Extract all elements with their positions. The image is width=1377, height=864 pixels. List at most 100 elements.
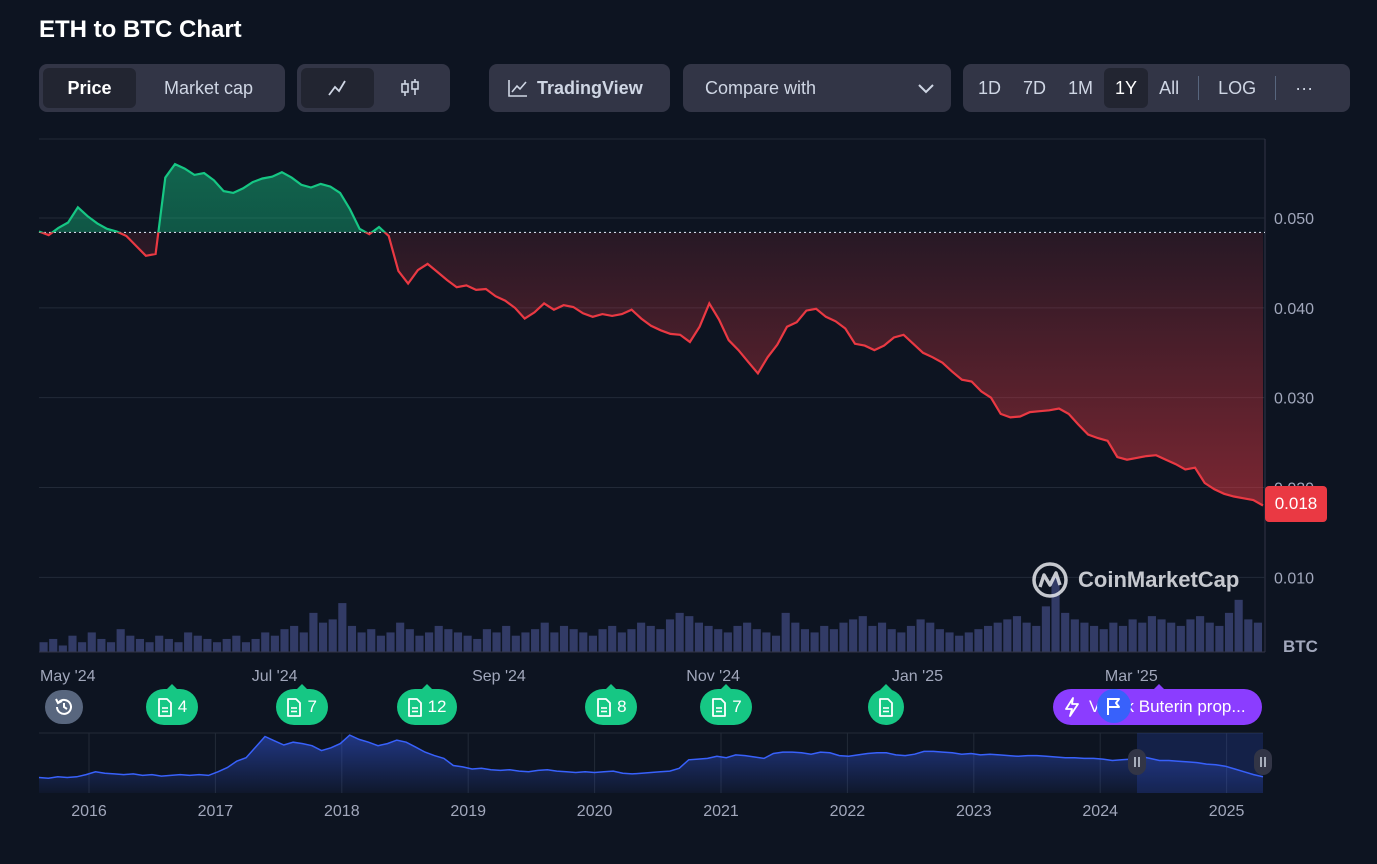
tab-market-cap[interactable]: Market cap — [163, 77, 254, 98]
compare-dropdown[interactable]: Compare with — [683, 64, 951, 112]
volume-bar — [203, 638, 212, 652]
volume-bar — [376, 635, 385, 652]
news-count: 4 — [177, 697, 188, 716]
volume-bar — [482, 629, 491, 652]
volume-bar — [1147, 616, 1156, 652]
volume-bar — [1109, 622, 1118, 652]
volume-bar — [1196, 616, 1205, 652]
volume-bar — [877, 622, 887, 652]
news-count: 8 — [617, 697, 627, 716]
volume-bar — [116, 629, 125, 652]
y-tick-label: 0.050 — [1274, 211, 1314, 228]
volume-bar — [656, 629, 665, 652]
volume-bar — [511, 635, 520, 652]
volume-bar — [723, 632, 732, 652]
navigator-year-label: 2023 — [956, 803, 992, 820]
volume-bar — [540, 622, 549, 652]
volume-bar — [1061, 612, 1070, 652]
volume-bar — [1234, 599, 1243, 652]
volume-bar — [97, 638, 106, 652]
volume-bar — [347, 625, 357, 652]
volume-bar — [974, 629, 983, 652]
watermark-text: CoinMarketCap — [1078, 567, 1240, 592]
volume-bar — [1186, 619, 1195, 652]
volume-bar — [1032, 625, 1041, 652]
history-icon — [55, 698, 72, 715]
volume-bar — [897, 632, 906, 652]
news-marker[interactable]: 8 — [585, 684, 638, 725]
volume-bar — [367, 629, 376, 652]
flag-marker[interactable] — [1097, 689, 1131, 723]
x-tick-label: Sep '24 — [472, 668, 526, 685]
news-marker[interactable]: 4 — [145, 684, 198, 725]
volume-bar — [473, 638, 482, 652]
volume-bar — [405, 629, 414, 652]
volume-bar — [617, 632, 626, 652]
volume-bar — [608, 625, 617, 652]
price-line-down — [38, 232, 1264, 507]
range-1y[interactable]: 1Y — [1104, 68, 1149, 108]
event-marker[interactable]: Vitalik Buterin prop... — [1053, 684, 1262, 725]
navigator-selection — [1137, 733, 1263, 793]
volume-bar — [1012, 616, 1022, 652]
volume-bar — [1041, 606, 1050, 652]
volume-bar — [453, 632, 463, 652]
news-marker[interactable] — [867, 684, 904, 725]
volume-bar — [955, 635, 964, 652]
volume-bar — [665, 619, 675, 652]
volume-bar — [1090, 625, 1099, 652]
x-tick-label: Jul '24 — [252, 668, 298, 685]
volume-bar — [800, 629, 810, 652]
volume-bar — [299, 632, 308, 652]
volume-bar — [78, 642, 87, 652]
volume-bar — [463, 635, 472, 652]
news-marker[interactable]: 7 — [275, 684, 328, 725]
candlestick-button[interactable] — [374, 68, 447, 108]
volume-bar — [1205, 622, 1214, 652]
navigator-year-label: 2016 — [71, 803, 107, 820]
volume-bar — [598, 629, 607, 652]
tab-price[interactable]: Price — [43, 68, 136, 108]
x-tick-label: Mar '25 — [1105, 668, 1158, 685]
volume-bar — [839, 622, 848, 652]
navigator-handle — [1128, 749, 1146, 775]
volume-bar — [425, 632, 434, 652]
tradingview-button[interactable]: TradingView — [489, 64, 670, 112]
volume-bar — [627, 629, 636, 652]
volume-bar — [492, 632, 501, 652]
coinmarketcap-watermark: CoinMarketCap — [1031, 561, 1239, 599]
lightning-icon — [1065, 697, 1079, 717]
down-area-fill — [41, 232, 1263, 506]
range-1m[interactable]: 1M — [1068, 77, 1094, 98]
volume-bar — [87, 632, 96, 652]
volume-bar — [1022, 622, 1031, 652]
volume-bar — [694, 622, 704, 652]
line-chart-button[interactable] — [301, 68, 374, 108]
volume-axis-label: BTC — [1283, 637, 1318, 656]
news-count: 12 — [427, 697, 447, 716]
volume-bar — [328, 619, 337, 652]
volume-bar — [164, 638, 173, 652]
navigator-year-label: 2017 — [198, 803, 234, 820]
volume-bar — [714, 629, 723, 652]
range-1d[interactable]: 1D — [978, 77, 1002, 98]
time-range-tabs: 1D 7D 1M 1Y All LOG ··· — [963, 64, 1350, 112]
volume-bar — [752, 629, 761, 652]
volume-bar — [193, 635, 202, 652]
document-icon — [157, 697, 172, 717]
volume-bar — [1176, 625, 1185, 652]
range-all[interactable]: All — [1159, 77, 1180, 98]
line-chart-icon — [328, 80, 347, 96]
volume-bar — [1003, 619, 1012, 652]
log-toggle[interactable]: LOG — [1218, 77, 1257, 98]
volume-bar — [829, 629, 838, 652]
news-marker[interactable]: 12 — [396, 684, 457, 725]
volume-bar — [1128, 619, 1137, 652]
chart-line-icon — [508, 80, 527, 97]
more-options-button[interactable]: ··· — [1295, 77, 1314, 98]
news-marker[interactable]: 7 — [700, 684, 753, 725]
range-7d[interactable]: 7D — [1023, 77, 1047, 98]
volume-bar — [1224, 612, 1234, 652]
history-button[interactable] — [45, 690, 83, 724]
